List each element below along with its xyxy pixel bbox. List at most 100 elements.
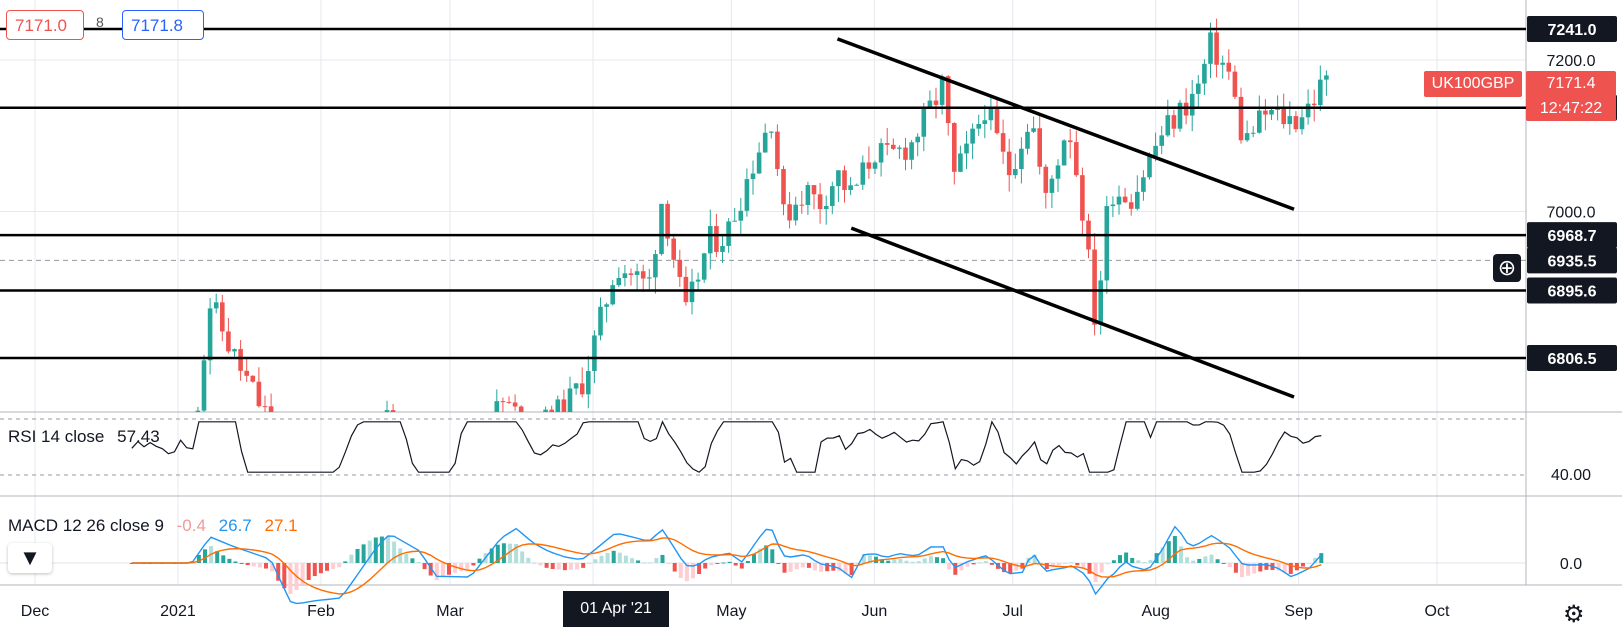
macd-histogram-bar [794,563,799,570]
macd-histogram-bar [1111,560,1116,563]
macd-histogram-bar [1093,563,1098,583]
candle-body [970,128,975,144]
x-tick-label: Oct [1425,603,1450,620]
candle-body [769,131,774,133]
candle-body [555,399,561,412]
candle-body [1165,115,1171,136]
ask-price-button[interactable]: 7171.8 [122,10,204,40]
candle-body [1305,103,1311,118]
rsi-legend[interactable]: RSI 14 close 57.43 [8,427,160,447]
macd-histogram-bar [1099,563,1104,573]
candle-body [494,401,500,412]
candle-body [762,132,768,153]
candle-body [982,120,988,124]
macd-histogram-bar [843,563,848,574]
macd-histogram-bar [1282,563,1287,573]
candle-body [1324,75,1329,80]
candle-body [653,254,658,278]
settings-gear-icon[interactable]: ⚙ [1563,601,1585,628]
macd-histogram-bar [1276,563,1281,571]
macd-histogram-bar [325,563,330,571]
macd-histogram-bar [953,563,958,575]
rsi-axis-label: 40.00 [1551,467,1591,484]
candle-body [567,388,573,412]
macd-histogram-bar [1050,563,1055,567]
candle-body [836,170,841,187]
macd-histogram-bar [227,558,232,563]
candle-body [1220,62,1226,65]
candle-body [726,221,731,246]
candle-body [1098,280,1104,325]
macd-histogram-bar [422,563,427,570]
macd-histogram-bar [428,563,433,576]
macd-histogram-bar [739,563,744,569]
macd-histogram-bar [386,536,391,563]
bid-price-button[interactable]: 7171.0 [6,10,84,40]
macd-histogram-bar [196,554,201,563]
candle-body [1019,148,1024,170]
candle-body [275,442,280,459]
macd-histogram-bar [1307,563,1312,564]
macd-histogram-bar [1179,546,1184,563]
macd-histogram-bar [1209,554,1214,563]
macd-histogram-bar [1319,553,1324,563]
candle-body [695,279,701,282]
support-resistance-levels [0,27,1526,360]
macd-histogram-bar [1002,563,1007,573]
crosshair-date-label: 01 Apr '21 [563,591,669,627]
candle-body [397,427,402,440]
candle-body [1299,117,1305,130]
macd-histogram-bar [575,563,580,570]
candle-body [421,510,426,552]
macd-histogram-bar [745,561,750,563]
candle-body [1037,128,1043,167]
macd-histogram-bar [1008,563,1013,574]
macd-histogram-bar [1258,563,1263,572]
macd-histogram-bar [880,559,885,563]
macd-legend-name: MACD 12 26 close 9 [8,516,164,535]
candle-body [1238,96,1244,141]
macd-histogram-bar [538,563,543,566]
macd-signal-line [131,537,1322,595]
candle-body [201,360,207,411]
candle-body [915,136,921,143]
macd-histogram-bar [715,563,720,564]
macd-histogram-bar [1014,563,1019,571]
candle-body [878,143,884,163]
candle-body [958,153,963,172]
candle-body [287,475,292,507]
candle-body [403,440,408,472]
candle-body [720,245,725,252]
macd-histogram-bar [989,563,994,565]
add-alert-plus-icon[interactable]: ⊕ [1493,254,1521,282]
level-price-label: 6806.5 [1548,351,1597,368]
macd-histogram-bar [825,563,830,572]
x-tick-label: Dec [21,603,49,620]
macd-histogram-bar [569,563,574,570]
candle-body [525,432,530,435]
candle-body [366,476,371,493]
macd-histogram-bar [697,563,702,574]
current-price: 7171.4 [1546,75,1596,92]
candle-body [1250,132,1256,134]
candle-body [903,147,908,160]
candle-body [586,371,591,395]
rsi-line [131,420,1322,473]
macd-legend[interactable]: MACD 12 26 close 9 -0.4 26.7 27.1 [8,516,298,536]
candle-body [207,308,213,361]
y-tick-label: 7000.0 [1547,204,1596,221]
macd-histogram-bar [556,563,561,570]
candle-body [537,434,542,437]
macd-histogram-bar [581,563,586,568]
x-tick-label: Aug [1141,603,1169,620]
candle-body [470,477,475,483]
candle-body [622,273,628,279]
candle-body [312,546,317,560]
tradingview-logo-icon[interactable]: ▼ [8,543,52,573]
candle-body [579,383,585,395]
macd-histogram-bar [282,563,287,589]
candle-body [1025,131,1030,149]
macd-histogram-bar [867,555,872,563]
macd-histogram-bar [1246,563,1251,576]
